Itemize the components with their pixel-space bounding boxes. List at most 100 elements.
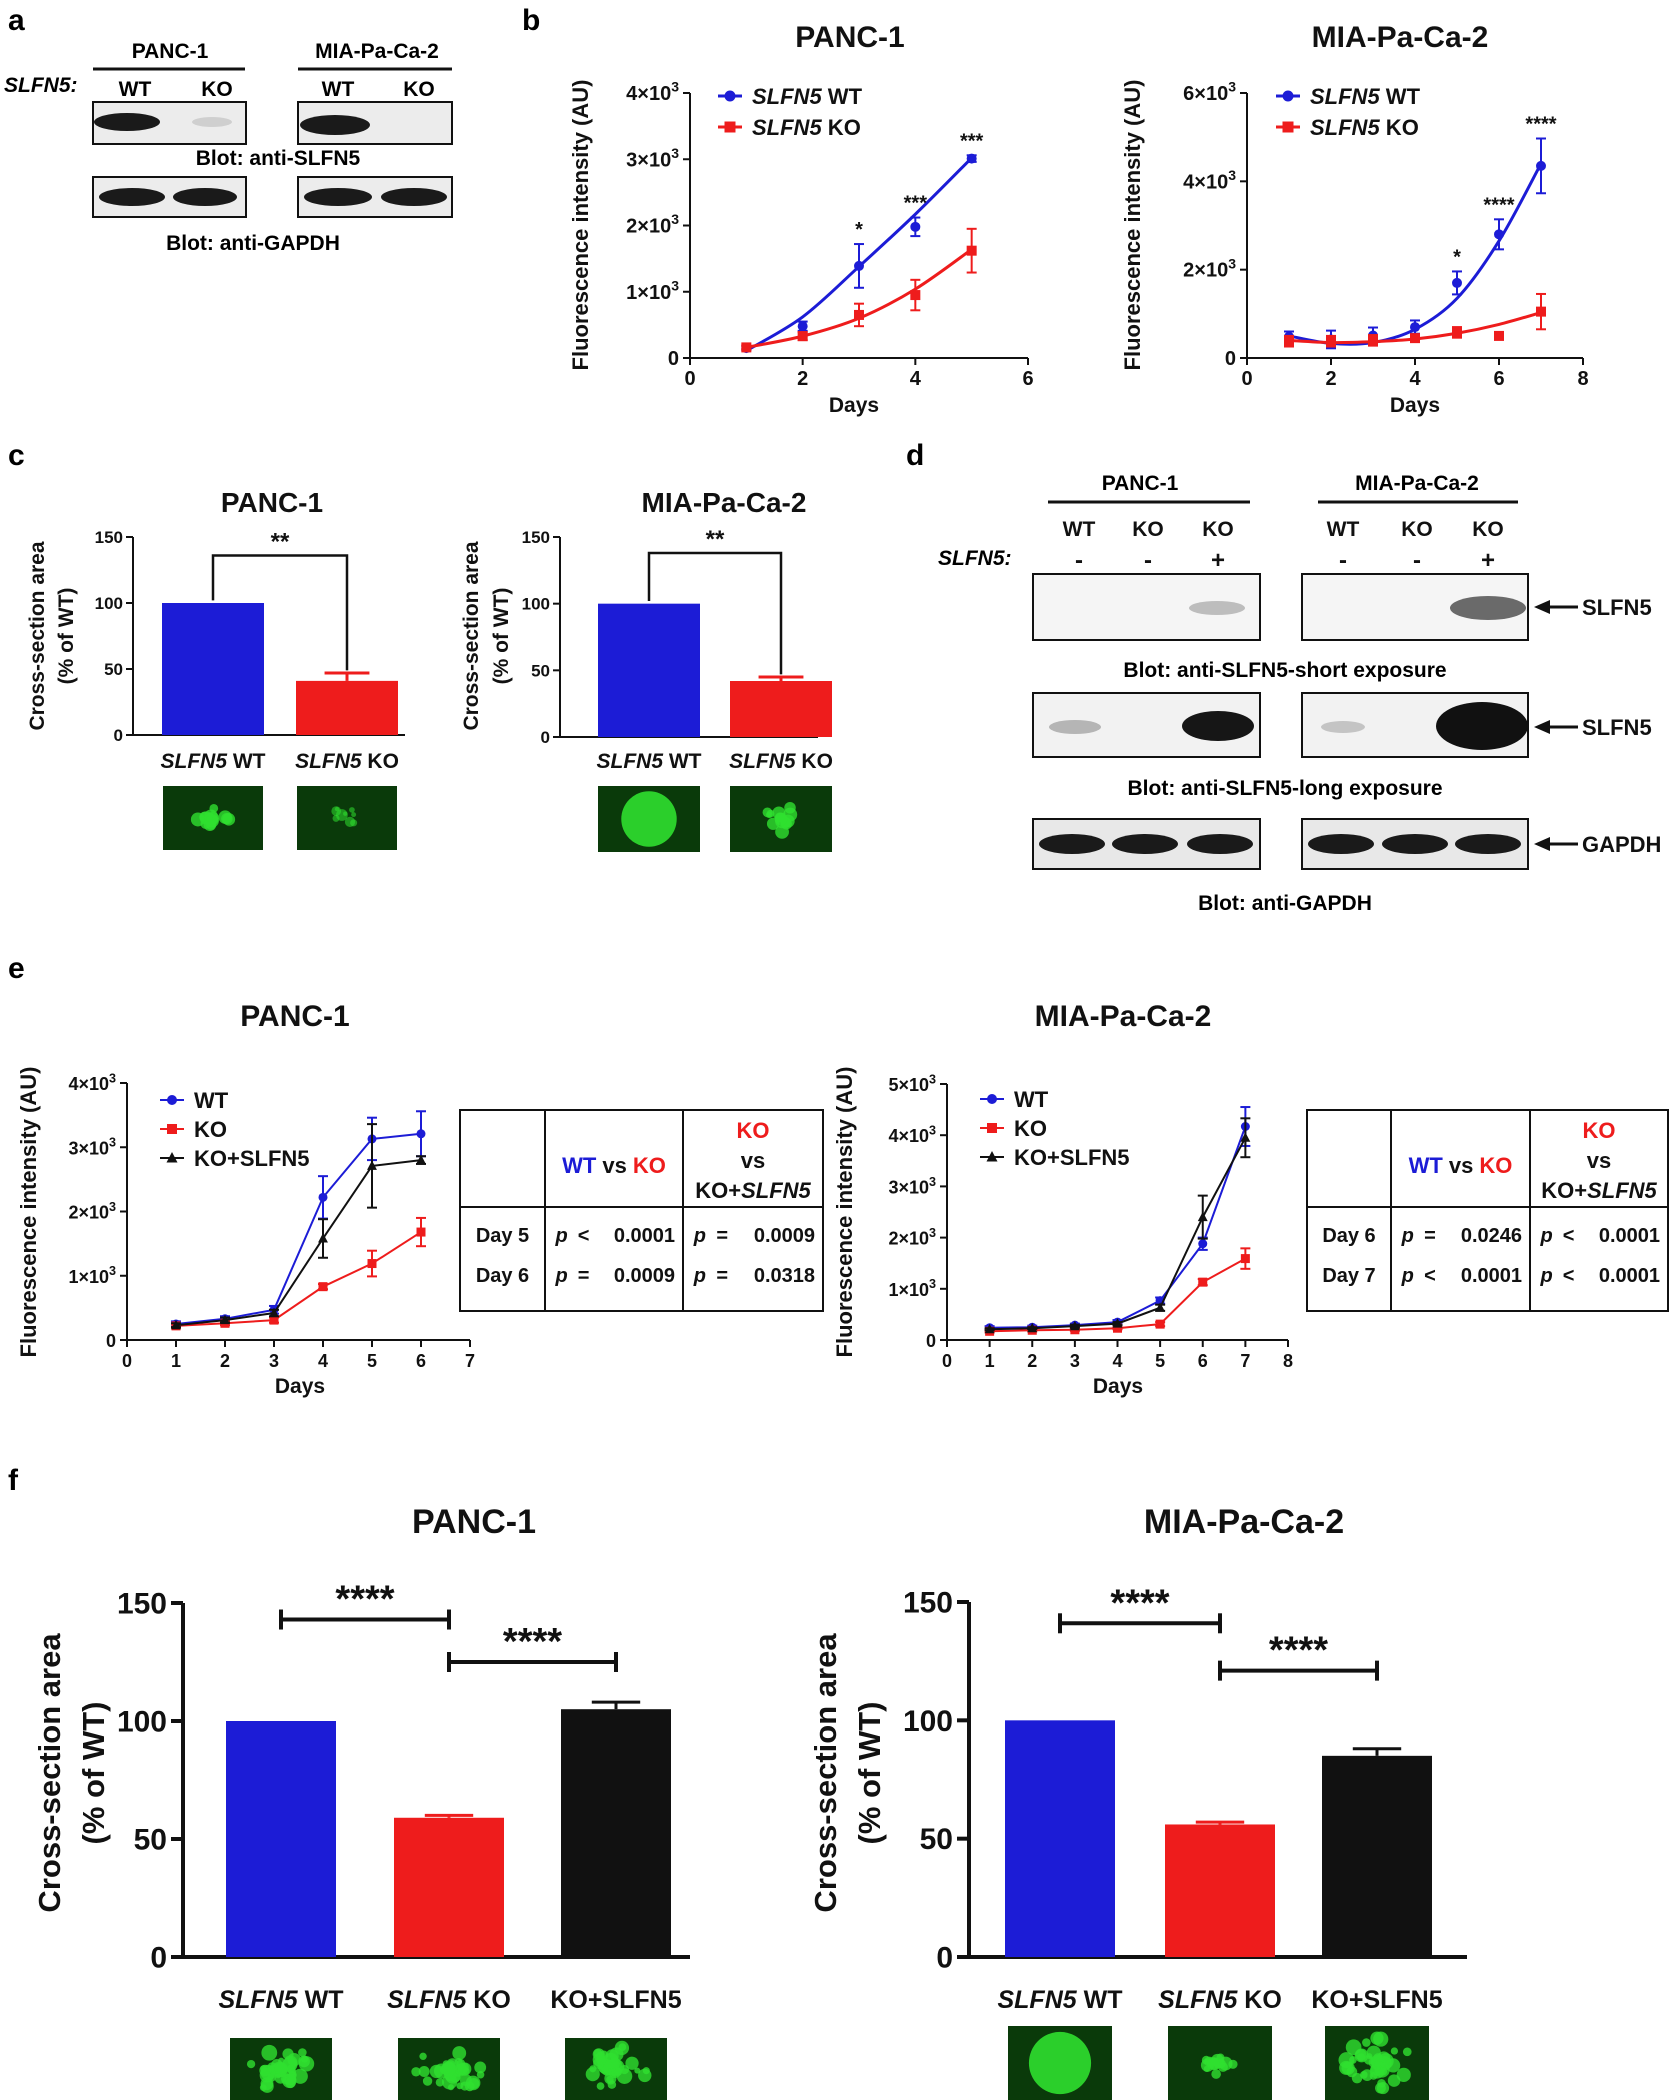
- band: [1039, 834, 1105, 854]
- chart-title: PANC-1: [221, 487, 323, 518]
- category-label: SLFN5 WT: [997, 1986, 1122, 2014]
- legend-marker: [724, 90, 736, 102]
- legend-label: WT: [1014, 1087, 1049, 1112]
- blot-d-cell-mia: MIA-Pa-Ca-2: [1355, 472, 1479, 495]
- cell-blob: [765, 811, 773, 819]
- cell-blob: [1211, 2069, 1221, 2079]
- tick-base: 2×10: [626, 216, 671, 238]
- y-tick-label: 0: [1225, 348, 1236, 370]
- panel-label-c: c: [8, 439, 25, 472]
- x-tick-label: 8: [1283, 1351, 1293, 1371]
- category-label: SLFN5 WT: [161, 750, 266, 773]
- bar: [598, 603, 700, 737]
- series-wt: [171, 1110, 426, 1329]
- category-gene: SLFN5: [387, 1986, 467, 2014]
- significance-bracket: [647, 551, 783, 675]
- table-day: Day 6: [476, 1265, 529, 1287]
- arrow-head: [1534, 720, 1550, 734]
- cell-blob: [1390, 2047, 1399, 2055]
- bar: [730, 681, 832, 737]
- band: [1321, 721, 1365, 733]
- bar: [226, 1721, 336, 1957]
- table-day: Day 5: [476, 1225, 529, 1247]
- y-tick-label: 3×103: [68, 1136, 116, 1159]
- chart-e1: PANC-10 1 2 3 4 5 6 701×1032×1033×1034×103DaysF…: [16, 1000, 475, 1398]
- y-tick-label: 0: [150, 1942, 167, 1975]
- data-point: [1197, 1211, 1208, 1222]
- x-axis-label: Days: [1390, 394, 1440, 417]
- chart-f2: MIA-Pa-Ca-2 0 50 100 150 Cross-section area (%…: [808, 1503, 1467, 2100]
- x-tick-label: 2: [220, 1351, 230, 1371]
- cell-blob: [1396, 2067, 1411, 2082]
- table-header-2-rescue: KO+SLFN5: [1541, 1178, 1657, 1203]
- y-tick-label: 2×103: [888, 1226, 936, 1249]
- y-axis-label: Fluorescence intensity (AU): [16, 1067, 41, 1358]
- x-tick-label: 6: [1022, 368, 1033, 390]
- y-axis-label: Fluorescence intensity (AU): [1120, 80, 1145, 371]
- legend-marker: [166, 1152, 178, 1163]
- y-axis-label: Cross-section area: [32, 1633, 67, 1913]
- category-suffix: WT: [663, 750, 702, 773]
- legend-label: KO: [194, 1117, 227, 1142]
- data-point: [1284, 336, 1294, 347]
- blot-d-sign: +: [1211, 547, 1225, 574]
- series-ko: [1284, 292, 1546, 348]
- band: [94, 113, 160, 131]
- series-rescue: [171, 1123, 426, 1330]
- series-wt: [741, 153, 977, 354]
- panel-label-b: b: [522, 4, 540, 37]
- legend-marker: [987, 1094, 997, 1104]
- tick-base: 2×10: [888, 1229, 929, 1249]
- chart-title: PANC-1: [240, 1000, 349, 1033]
- legend-label: KO+SLFN5: [194, 1146, 310, 1171]
- x-tick-label: 0: [1241, 368, 1252, 390]
- y-tick-label: 2×103: [68, 1200, 116, 1223]
- cell-blob: [585, 2067, 600, 2082]
- x-tick-label: 8: [1577, 368, 1588, 390]
- y-axis-label: Fluorescence intensity (AU): [568, 80, 593, 371]
- cell-blob: [1374, 2060, 1381, 2067]
- x-tick-label: 0: [684, 368, 695, 390]
- table-p-value: 0.0009: [754, 1225, 815, 1247]
- y-tick-label: 50: [104, 660, 123, 679]
- table-p-value: 0.0001: [1461, 1265, 1522, 1287]
- chart-b2: MIA-Pa-Ca-20 2 4 6 802×1034×1036×103DaysFluo…: [1120, 21, 1589, 417]
- cell-blob: [344, 816, 356, 828]
- x-tick-label: 0: [122, 1351, 132, 1371]
- significance-mark: **: [706, 526, 725, 553]
- table-operator: <: [1424, 1265, 1436, 1287]
- data-point: [1155, 1302, 1166, 1312]
- cell-blob: [638, 2068, 652, 2083]
- rescue-gene: SLFN5: [741, 1178, 811, 1203]
- category-suffix: KO: [362, 750, 399, 773]
- table-operator: =: [1424, 1225, 1436, 1247]
- legend-marker: [986, 1151, 998, 1162]
- y-tick-label: 150: [903, 1587, 953, 1620]
- blot-d-sign: -: [1144, 547, 1152, 574]
- spheroid-image: [297, 786, 397, 850]
- rescue-prefix: KO+: [1541, 1178, 1587, 1203]
- data-point: [854, 260, 864, 271]
- rescue-gene: SLFN5: [1587, 1178, 1657, 1203]
- significance-mark: ****: [1110, 1582, 1169, 1624]
- data-point: [1027, 1322, 1038, 1333]
- band: [1182, 711, 1254, 741]
- cell-blob: [298, 2048, 307, 2057]
- legend-marker: [167, 1124, 177, 1134]
- category-suffix: WT: [298, 1986, 344, 2014]
- table-p: p: [693, 1225, 706, 1247]
- band: [1382, 834, 1448, 854]
- table-p: p: [1539, 1225, 1552, 1247]
- y-axis-label: Cross-section area: [26, 541, 49, 730]
- cell-blob: [1402, 2047, 1412, 2057]
- series-rescue: [984, 1117, 1251, 1334]
- x-axis-label: Days: [275, 1375, 325, 1398]
- data-point: [269, 1307, 279, 1318]
- chart-title: MIA-Pa-Ca-2: [642, 487, 807, 518]
- blot-d-sign: +: [1481, 547, 1495, 574]
- tick-base: 5×10: [888, 1075, 929, 1095]
- cell-blob: [589, 2065, 597, 2073]
- x-tick-label: 5: [1155, 1351, 1165, 1371]
- significance-mark: **: [271, 528, 290, 555]
- arrow-label: GAPDH: [1582, 832, 1661, 857]
